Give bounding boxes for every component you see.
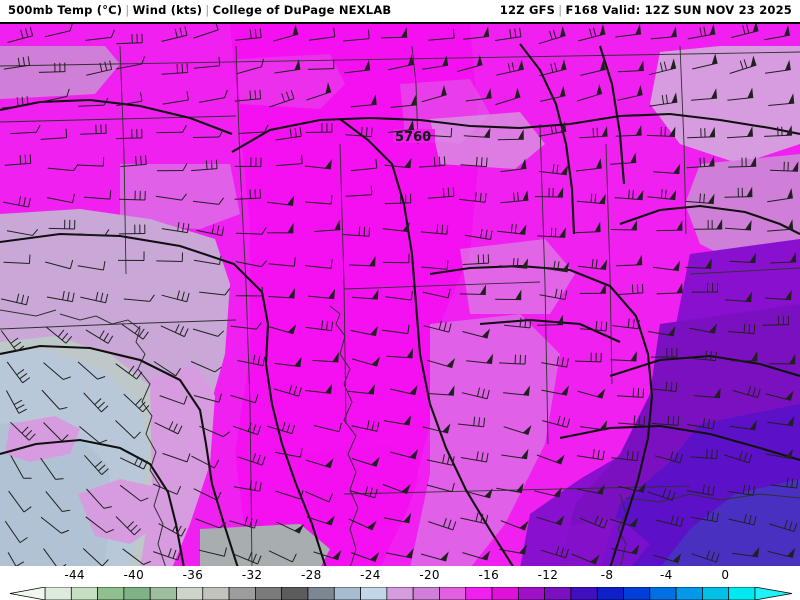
colorbar-swatch [517,587,545,600]
colorbar-swatch [123,587,151,600]
header-separator-2: | [205,3,210,17]
colorbar-swatch [412,587,440,600]
colorbar-swatch [70,587,98,600]
valid-time-label: 12Z SUN NOV 23 2025 [644,3,792,17]
colorbar-high-extend-arrow [754,587,793,600]
colorbar-swatch [202,587,230,600]
coastline-layer [0,305,800,566]
colorbar-tick-label: -8 [600,568,614,582]
colorbar-swatch [333,587,361,600]
colorbar-swatch [702,587,730,600]
colorbar-swatch [728,587,756,600]
colorbar-tick-label: -16 [478,568,500,582]
header-bar: 500mb Temp (°C) | Wind (kts) | College of Du… [0,0,800,22]
product-temp-label: 500mb Temp (°C) [8,3,123,17]
colorbar-tick-labels: -44 -40 -36 -32 -28 -24 -20 -16 -12 -8 -4 0 [0,568,800,586]
colorbar-tick-label: -44 [64,568,85,582]
colorbar-tick-label: -40 [123,568,145,582]
header-right-title: 12Z GFS | F168 Valid: 12Z SUN NOV 23 2025 [500,3,792,17]
colorbar-tick-label: -36 [182,568,204,582]
colorbar-swatch [255,587,283,600]
colorbar-swatch [386,587,414,600]
header-separator-1: | [125,3,130,17]
colorbar-swatch [439,587,467,600]
colorbar-tick-label: -20 [419,568,440,582]
map-layers: 5760 [0,24,800,566]
forecast-hour-label: F168 [565,3,599,17]
model-run-label: 12Z GFS [499,3,556,17]
colorbar-tick-label: -12 [537,568,559,582]
product-wind-label: Wind (kts) [132,3,203,17]
colorbar-swatch [281,587,309,600]
contour-label-5760: 5760 [395,130,431,145]
colorbar-swatch [491,587,519,600]
colorbar-swatch [176,587,204,600]
colorbar-swatch [228,587,256,600]
colorbar-tick-label: -4 [660,568,673,582]
map-svg: 5760 [0,24,800,566]
colorbar[interactable]: -44 -40 -36 -32 -28 -24 -20 -16 -12 -8 -4 0 [0,566,800,600]
colorbar-swatch [623,587,651,600]
colorbar-swatch [544,587,572,600]
colorbar-swatch [307,587,335,600]
colorbar-swatch [596,587,624,600]
colorbar-swatches [0,587,800,600]
valid-label: Valid: [602,3,641,17]
colorbar-tick-label: -32 [241,568,263,582]
colorbar-swatch [97,587,125,600]
colorbar-tick-label: 0 [721,568,730,582]
colorbar-swatch [675,587,703,600]
map-canvas[interactable]: 5760 [0,22,800,566]
header-separator-3: | [558,3,563,17]
provider-label: College of DuPage NEXLAB [212,3,392,17]
political-borders-layer [0,45,800,566]
colorbar-tick-label: -28 [301,568,322,582]
contour-5760 [231,112,800,153]
colorbar-tick-label: -24 [360,568,381,582]
colorbar-swatch [149,587,177,600]
colorbar-swatch [649,587,677,600]
header-left-title: 500mb Temp (°C) | Wind (kts) | College of Du… [8,3,391,17]
contour-label-group: 5760 [393,129,435,145]
colorbar-swatch [570,587,598,600]
colorbar-low-extend-arrow [9,587,46,600]
colorbar-svg [9,587,793,600]
colorbar-swatch [360,587,388,600]
colorbar-swatch [465,587,493,600]
colorbar-swatch [44,587,72,600]
